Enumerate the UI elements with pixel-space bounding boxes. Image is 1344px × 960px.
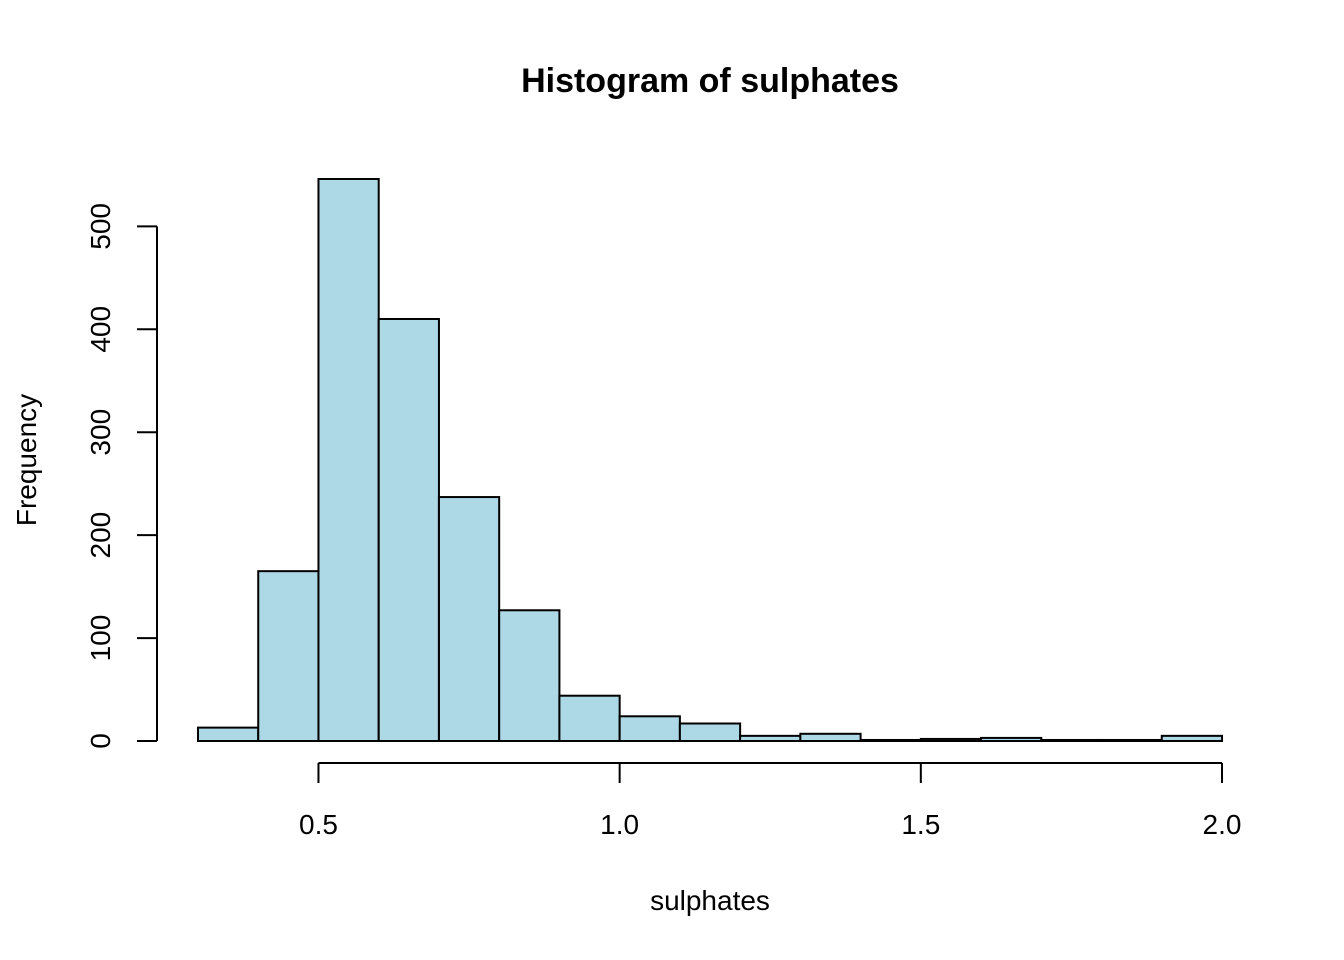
histogram-bar — [558, 694, 621, 743]
histogram-bar — [919, 737, 983, 743]
histogram-bar — [618, 715, 681, 742]
histogram-bar — [980, 736, 1043, 743]
histogram-bar — [197, 726, 260, 742]
histogram-bar — [1160, 734, 1223, 742]
y-tick-label: 100 — [85, 615, 116, 662]
histogram-bar — [1040, 738, 1103, 743]
histogram-bar — [799, 732, 862, 742]
histogram-bar — [377, 317, 440, 742]
y-tick-label: 300 — [85, 409, 116, 456]
y-tick-label: 200 — [85, 512, 116, 559]
histogram-bar — [257, 570, 320, 743]
y-tick-label: 500 — [85, 203, 116, 250]
y-axis-ticks: 0 100 200 300 400 500 — [85, 203, 157, 749]
y-tick-label: 0 — [85, 733, 116, 749]
y-axis-label: Frequency — [11, 394, 42, 526]
chart-title: Histogram of sulphates — [521, 62, 899, 100]
histogram-bar — [1100, 738, 1163, 743]
histogram-bar — [498, 609, 561, 742]
histogram-bars — [197, 178, 1223, 743]
histogram-bar — [739, 734, 802, 742]
x-axis-ticks: 0.5 1.0 1.5 2.0 — [299, 763, 1241, 840]
histogram-bar — [437, 496, 501, 742]
x-tick-label: 0.5 — [299, 809, 338, 840]
histogram-bar — [317, 178, 380, 742]
x-tick-label: 1.0 — [600, 809, 639, 840]
x-tick-label: 2.0 — [1203, 809, 1242, 840]
x-tick-label: 1.5 — [901, 809, 940, 840]
x-axis-label: sulphates — [650, 885, 770, 916]
histogram-bar — [859, 738, 922, 743]
y-tick-label: 400 — [85, 306, 116, 353]
histogram-bar — [678, 722, 742, 742]
